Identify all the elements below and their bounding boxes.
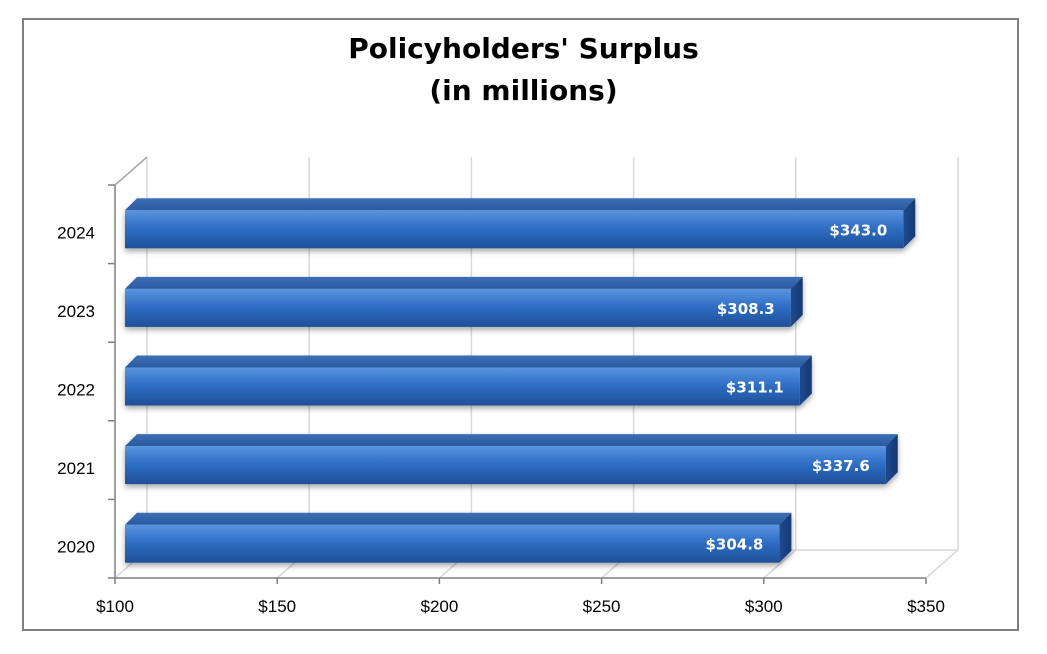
floor-gridline	[763, 549, 797, 579]
bar-2024	[125, 198, 916, 249]
bar-top-face	[125, 276, 803, 289]
bars	[125, 198, 916, 563]
bar-end-face	[779, 512, 792, 563]
labels: $100 $150 $200 $250 $300 $350 2020 $304.8 2021 $3…	[57, 221, 945, 616]
bar-front-face	[125, 524, 780, 563]
bar-front-face	[125, 367, 800, 406]
bar-2022	[125, 355, 812, 406]
chart-subtitle-line: (in millions)	[429, 74, 618, 107]
x-tick-label: $150	[258, 597, 296, 616]
bar-front-face	[125, 288, 791, 327]
y-tick-label: 2020	[57, 538, 95, 557]
y-tick-label: 2023	[57, 302, 95, 321]
bar-top-face	[125, 198, 916, 211]
x-tick-label: $350	[907, 597, 945, 616]
axes	[108, 156, 927, 584]
bar-front-face	[125, 446, 886, 485]
bar-end-face	[790, 276, 803, 327]
bar-top-face	[125, 434, 898, 447]
bar-front-face	[125, 210, 904, 249]
data-label: $308.3	[717, 300, 775, 318]
bar-end-face	[799, 355, 812, 406]
floor-gridline	[925, 549, 959, 579]
y-tick-label: 2022	[57, 381, 95, 400]
bar-2020	[125, 512, 792, 563]
bar-top-face	[125, 512, 792, 525]
data-label: $343.0	[829, 221, 887, 239]
data-label: $337.6	[812, 457, 870, 475]
bar-2021	[125, 434, 898, 485]
x-tick-label: $100	[96, 597, 134, 616]
chart-title-line: Policyholders' Surplus	[348, 32, 699, 65]
side-wall-top	[114, 156, 148, 186]
x-tick-label: $200	[420, 597, 458, 616]
y-tick-label: 2021	[57, 459, 95, 478]
y-tick-label: 2024	[57, 223, 95, 242]
bar-end-face	[885, 434, 898, 485]
data-label: $311.1	[726, 379, 784, 397]
bar-2023	[125, 276, 803, 327]
bar-end-face	[903, 198, 916, 249]
data-label: $304.8	[705, 536, 763, 554]
chart-title: Policyholders' Surplus (in millions)	[0, 28, 1047, 112]
x-tick-label: $300	[745, 597, 783, 616]
x-tick-label: $250	[583, 597, 621, 616]
bar-top-face	[125, 355, 812, 368]
